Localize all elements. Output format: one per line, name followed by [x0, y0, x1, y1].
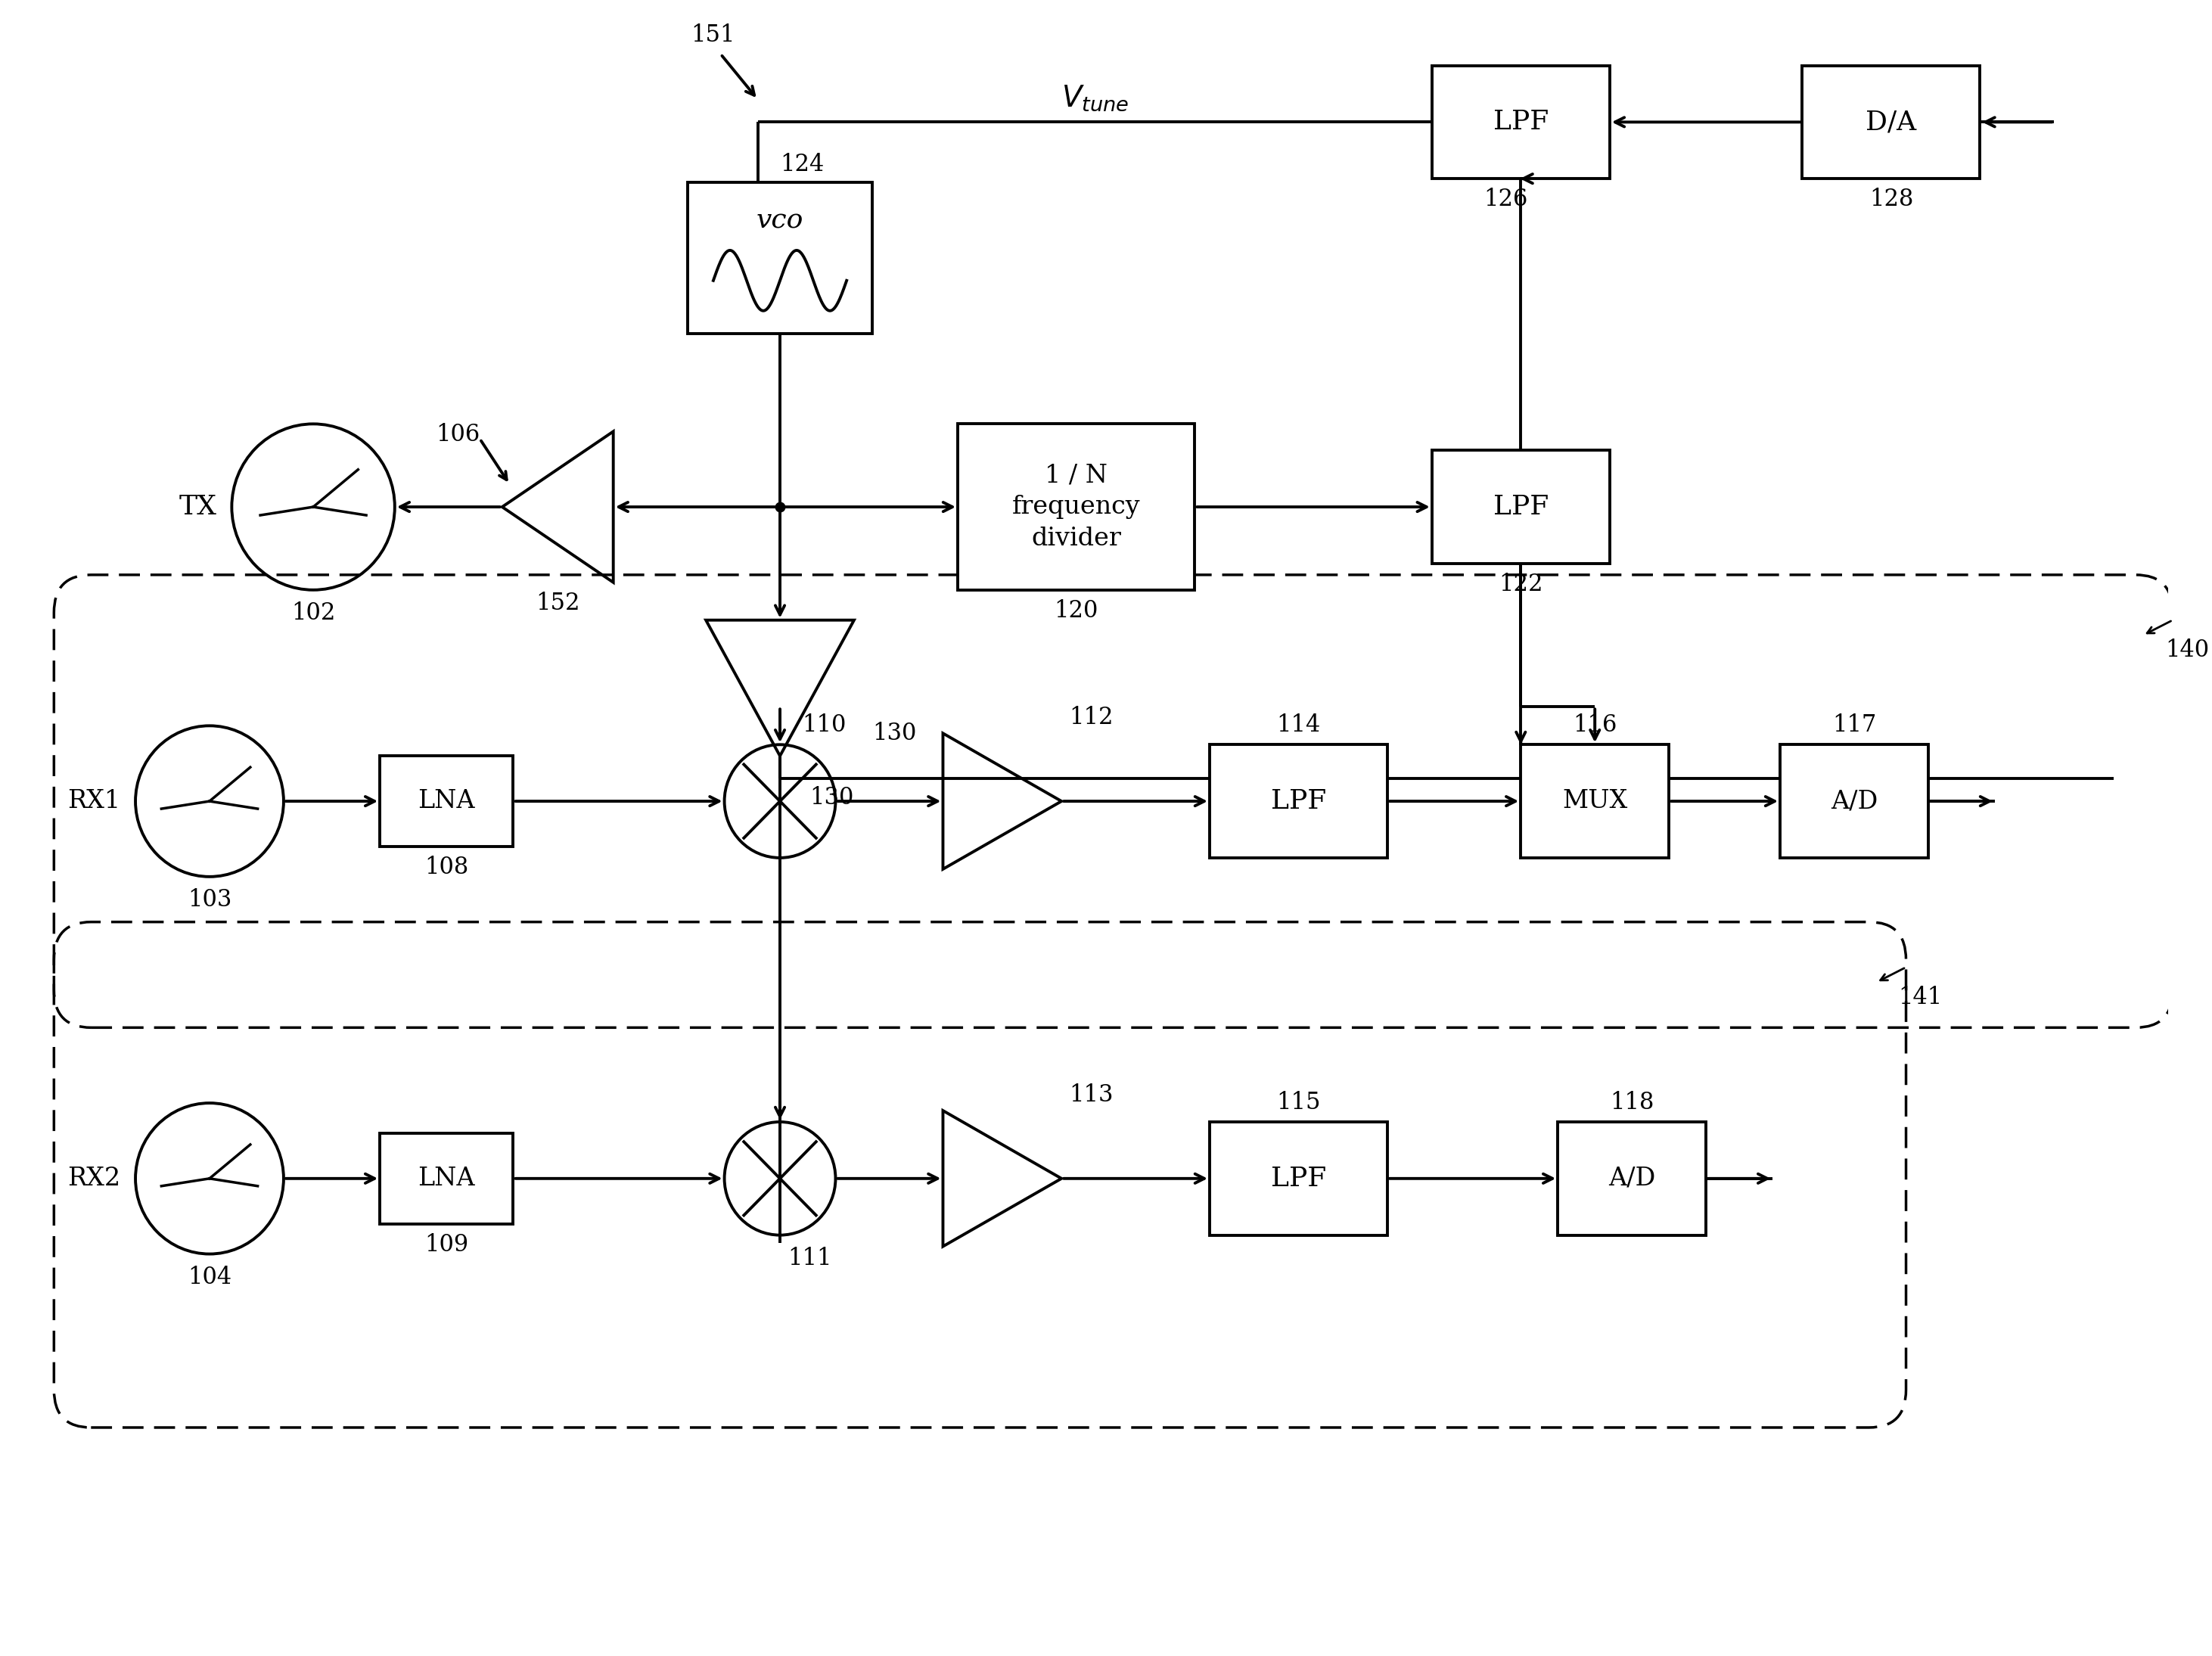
Text: LPF: LPF: [1272, 1166, 1327, 1191]
Text: 120: 120: [1055, 599, 1099, 623]
Text: RX1: RX1: [69, 790, 122, 813]
Text: 112: 112: [1068, 705, 1113, 730]
Text: LPF: LPF: [1493, 109, 1548, 134]
FancyBboxPatch shape: [1803, 66, 1980, 179]
Text: 104: 104: [188, 1265, 232, 1288]
Text: 102: 102: [292, 601, 336, 624]
FancyBboxPatch shape: [1781, 745, 1929, 858]
Text: RX2: RX2: [69, 1166, 122, 1191]
Text: 124: 124: [781, 152, 825, 177]
Text: LPF: LPF: [1493, 493, 1548, 520]
Text: 130: 130: [810, 787, 854, 810]
Text: 115: 115: [1276, 1091, 1321, 1114]
Text: A/D: A/D: [1608, 1166, 1655, 1191]
Text: 114: 114: [1276, 714, 1321, 737]
Text: vco: vco: [757, 207, 803, 233]
Text: 103: 103: [188, 888, 232, 911]
FancyBboxPatch shape: [1431, 66, 1610, 179]
Text: 1 / N
frequency
divider: 1 / N frequency divider: [1013, 464, 1141, 551]
Text: TX: TX: [179, 493, 217, 520]
Text: 152: 152: [535, 591, 580, 614]
Text: 128: 128: [1869, 187, 1913, 212]
Text: LNA: LNA: [418, 790, 476, 813]
Text: D/A: D/A: [1865, 109, 1916, 134]
FancyBboxPatch shape: [1210, 1121, 1387, 1235]
Text: MUX: MUX: [1562, 790, 1628, 813]
Text: 118: 118: [1610, 1091, 1655, 1114]
FancyBboxPatch shape: [958, 424, 1194, 590]
FancyBboxPatch shape: [380, 1133, 513, 1224]
Text: 111: 111: [787, 1247, 832, 1270]
Text: 113: 113: [1068, 1083, 1113, 1106]
Text: A/D: A/D: [1832, 790, 1878, 813]
Text: 110: 110: [803, 714, 847, 737]
Text: 151: 151: [690, 23, 734, 46]
Text: $\mathit{V}_{tune}$: $\mathit{V}_{tune}$: [1062, 84, 1128, 113]
Text: LPF: LPF: [1272, 788, 1327, 815]
Text: 109: 109: [425, 1232, 469, 1257]
Text: 141: 141: [1898, 985, 1942, 1009]
Text: 130: 130: [872, 722, 916, 745]
FancyBboxPatch shape: [1557, 1121, 1705, 1235]
Text: 117: 117: [1832, 714, 1876, 737]
Text: LNA: LNA: [418, 1166, 476, 1191]
Text: 126: 126: [1484, 187, 1528, 212]
Text: 108: 108: [425, 856, 469, 879]
FancyBboxPatch shape: [1522, 745, 1670, 858]
Text: 140: 140: [2166, 639, 2210, 662]
FancyBboxPatch shape: [688, 182, 872, 333]
FancyBboxPatch shape: [1210, 745, 1387, 858]
Text: 106: 106: [436, 422, 480, 447]
FancyBboxPatch shape: [380, 755, 513, 846]
FancyBboxPatch shape: [1431, 450, 1610, 563]
Text: 116: 116: [1573, 714, 1617, 737]
Text: 122: 122: [1500, 573, 1544, 596]
